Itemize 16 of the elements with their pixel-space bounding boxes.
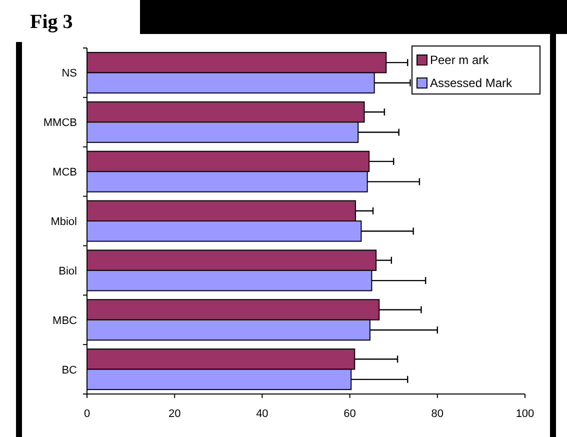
x-tick-label: 100 <box>516 408 534 420</box>
x-tick-label: 80 <box>431 408 444 420</box>
y-tick-label: Biol <box>58 265 77 278</box>
legend-label: Peer m ark <box>430 53 490 67</box>
y-tick-label: Mbiol <box>50 216 77 228</box>
y-tick-label: MBC <box>52 314 78 327</box>
x-tick-label: 60 <box>344 408 356 420</box>
y-tick-label: MMCB <box>43 117 77 130</box>
x-tick-label: 40 <box>256 408 268 420</box>
y-tick-label: BC <box>62 364 78 376</box>
y-tick-label: NS <box>62 68 77 80</box>
y-tick-label: MCB <box>52 166 77 179</box>
legend-label: Assessed Mark <box>430 76 514 90</box>
x-tick-label: 0 <box>84 408 90 420</box>
chart-title: Fig 3 <box>30 11 73 33</box>
x-tick-label: 20 <box>168 408 181 420</box>
